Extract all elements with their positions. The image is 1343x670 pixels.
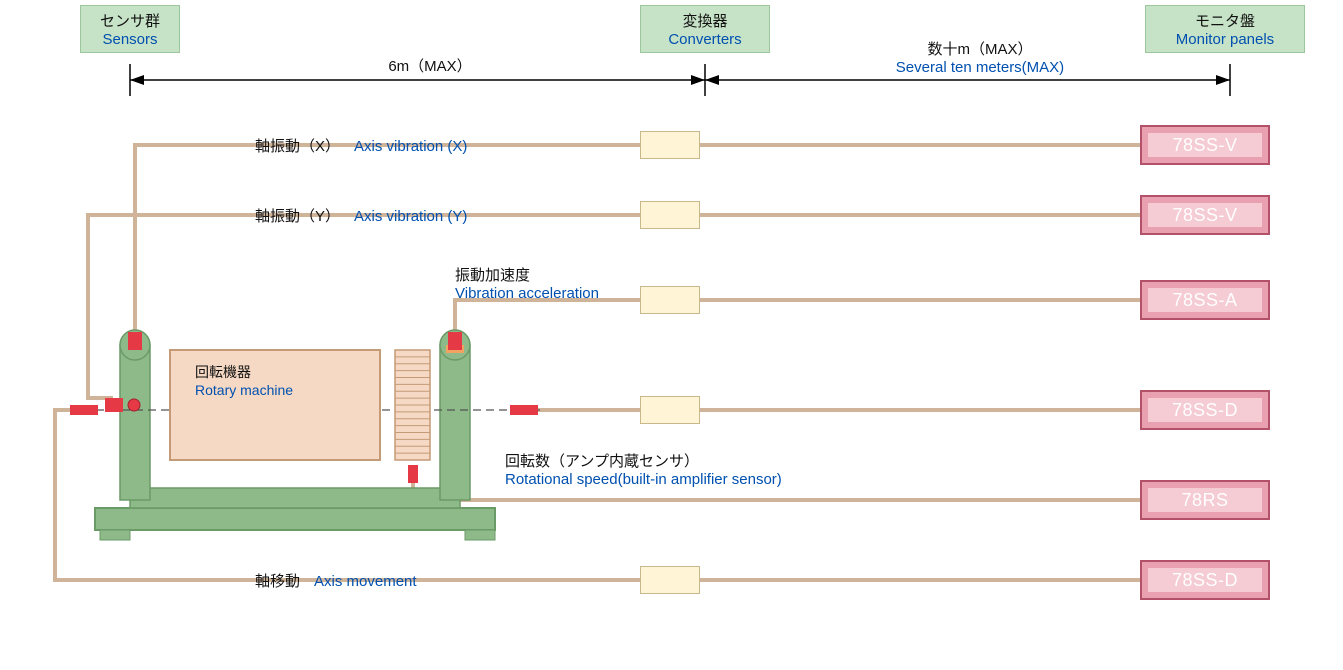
header-sensors-en: Sensors — [81, 31, 179, 48]
row-2-label: 振動加速度Vibration acceleration — [455, 264, 599, 302]
header-converters-jp: 変換器 — [641, 10, 769, 31]
header-monitors-en: Monitor panels — [1146, 31, 1304, 48]
sensor-accel — [448, 332, 462, 350]
monitor-4-text: 78RS — [1181, 490, 1228, 511]
sensor-rotation — [408, 465, 418, 483]
diagram-stage: センサ群 Sensors 変換器 Converters モニタ盤 Monitor p… — [0, 0, 1343, 670]
monitor-5-text: 78SS-D — [1172, 570, 1238, 591]
monitor-1-text: 78SS-V — [1172, 205, 1237, 226]
converter-1 — [640, 201, 700, 229]
converter-0 — [640, 131, 700, 159]
header-monitors-jp: モニタ盤 — [1146, 10, 1304, 31]
sensor-x — [128, 332, 142, 350]
header-sensors-jp: センサ群 — [81, 10, 179, 31]
header-converters-en: Converters — [641, 31, 769, 48]
distance-left-label: 6m（MAX） — [300, 55, 560, 76]
header-converters: 変換器 Converters — [640, 5, 770, 53]
row-5-label: 軸移動Axis movement — [255, 570, 417, 591]
distance-right-label: 数十m（MAX）Several ten meters(MAX) — [830, 38, 1130, 76]
wire — [135, 145, 640, 332]
monitor-0: 78SS-V — [1140, 125, 1270, 165]
sensor-y — [105, 398, 123, 412]
row-4-label: 回転数（アンプ内蔵センサ）Rotational speed(built-in a… — [505, 450, 782, 488]
monitor-2-text: 78SS-A — [1172, 290, 1237, 311]
monitor-1: 78SS-V — [1140, 195, 1270, 235]
header-sensors: センサ群 Sensors — [80, 5, 180, 53]
converter-2 — [640, 286, 700, 314]
converter-5 — [640, 566, 700, 594]
machine-label: 回転機器Rotary machine — [195, 362, 293, 398]
header-monitors: モニタ盤 Monitor panels — [1145, 5, 1305, 53]
row-1-label: 軸振動（Y）Axis vibration (Y) — [255, 205, 467, 226]
monitor-3-text: 78SS-D — [1172, 400, 1238, 421]
monitor-0-text: 78SS-V — [1172, 135, 1237, 156]
monitor-5: 78SS-D — [1140, 560, 1270, 600]
monitor-4: 78RS — [1140, 480, 1270, 520]
row-0-label: 軸振動（X）Axis vibration (X) — [255, 135, 467, 156]
converter-3 — [640, 396, 700, 424]
monitor-2: 78SS-A — [1140, 280, 1270, 320]
wire — [455, 300, 640, 332]
monitor-3: 78SS-D — [1140, 390, 1270, 430]
rotary-machine — [70, 330, 540, 540]
